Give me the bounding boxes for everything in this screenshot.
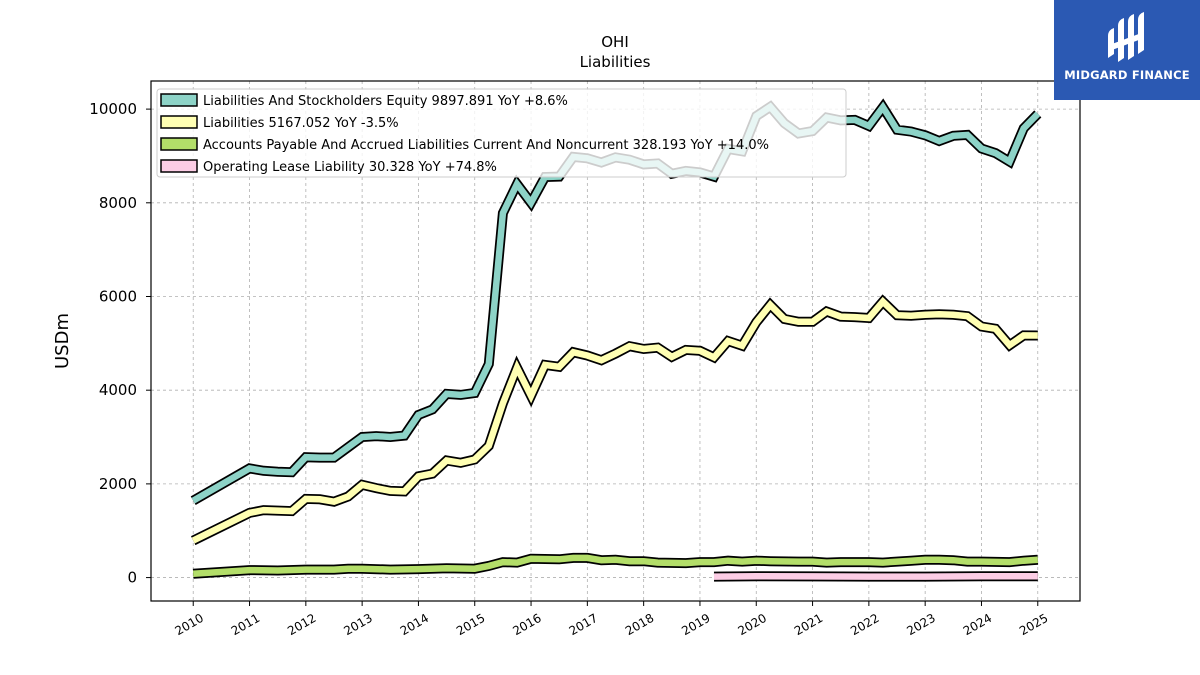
y-axis-label: USDm xyxy=(52,313,73,369)
x-tick-label: 2017 xyxy=(567,611,600,638)
x-tick-label: 2023 xyxy=(904,611,937,638)
x-tick-label: 2013 xyxy=(341,611,374,638)
x-tick-label: 2025 xyxy=(1017,611,1050,638)
legend-swatch xyxy=(160,159,198,173)
y-tick-label: 6000 xyxy=(99,287,137,305)
plot-frame xyxy=(150,80,1081,602)
x-tick-label: 2010 xyxy=(173,611,206,638)
midgard-finance-logo: MIDGARD FINANCE xyxy=(1054,0,1200,100)
legend-entry-label: Liabilities 5167.052 YoY -3.5% xyxy=(203,116,399,131)
legend-entry-label: Liabilities And Stockholders Equity 9897… xyxy=(203,94,568,109)
legend-box xyxy=(156,88,847,178)
x-tick-label: 2022 xyxy=(848,611,881,638)
x-tick-label: 2011 xyxy=(229,611,262,638)
y-tick-label: 0 xyxy=(127,569,137,587)
chart-title: OHI xyxy=(601,33,629,51)
midgard-logo-mark-icon xyxy=(1108,12,1144,62)
legend-entry-label: Operating Lease Liability 30.328 YoY +74… xyxy=(203,160,497,175)
series-line xyxy=(191,296,1038,544)
x-tick-label: 2021 xyxy=(792,611,825,638)
x-tick-label: 2016 xyxy=(510,611,543,638)
x-tick-label: 2018 xyxy=(623,611,656,638)
x-tick-label: 2024 xyxy=(961,611,994,638)
y-tick-label: 8000 xyxy=(99,194,137,212)
legend-entry-label: Accounts Payable And Accrued Liabilities… xyxy=(203,138,769,153)
legend: Liabilities And Stockholders Equity 9897… xyxy=(156,88,847,178)
logo-text: MIDGARD FINANCE xyxy=(1064,68,1190,82)
series-line-outline xyxy=(190,294,1038,546)
x-tick-label: 2019 xyxy=(679,611,712,638)
x-tick-label: 2015 xyxy=(454,611,487,638)
x-tick-label: 2014 xyxy=(398,611,431,638)
series-line xyxy=(192,554,1039,578)
y-tick-label: 10000 xyxy=(89,100,137,118)
legend-swatch xyxy=(160,115,198,129)
y-tick-label: 2000 xyxy=(99,475,137,493)
x-tick-label: 2012 xyxy=(285,611,318,638)
legend-swatch xyxy=(160,93,198,107)
chart-subtitle: Liabilities xyxy=(580,53,651,71)
x-tick-label: 2020 xyxy=(736,611,769,638)
y-tick-label: 4000 xyxy=(99,381,137,399)
legend-swatch xyxy=(160,137,198,151)
